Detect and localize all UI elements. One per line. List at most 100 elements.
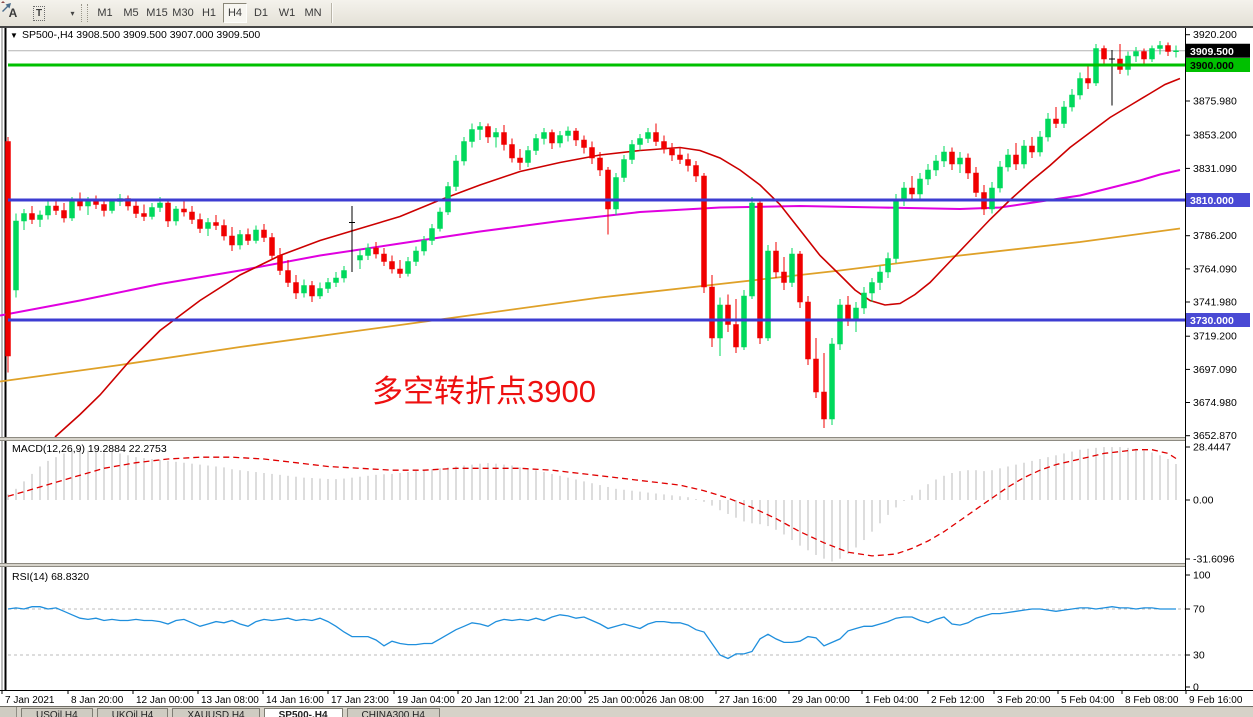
price-box-label: 3909.500 (1190, 46, 1234, 58)
candle-body (45, 205, 51, 216)
candle-body (773, 250, 779, 273)
candle-body (605, 169, 611, 210)
candle-body (469, 129, 475, 142)
candle-body (1125, 55, 1131, 70)
annotation-text: 多空转折点3900 (372, 374, 596, 409)
chart-tab-sp500-[interactable]: SP500-,H4 (263, 708, 343, 717)
price-box-label: 3810.000 (1190, 195, 1234, 207)
candle-body (901, 187, 907, 201)
arrows-tool-button[interactable]: ▾ (1, 1, 77, 23)
macd-pane: MACD(12,26,9) 19.2884 22.2753 (7, 443, 1177, 562)
date-axis-label: 8 Feb 08:00 (1125, 695, 1179, 706)
pane-splitters (0, 437, 1253, 567)
label-tool-icon: A (8, 6, 18, 20)
price-axis-label: 30 (1193, 650, 1205, 662)
candle-body (437, 211, 443, 229)
candle-body (933, 160, 939, 171)
candle-body (629, 144, 635, 160)
splitter-macd[interactable] (0, 437, 1253, 441)
candle-body (621, 159, 627, 178)
candle-body (293, 282, 299, 294)
chart-tab-xauusd[interactable]: XAUUSD,H4 (172, 708, 260, 717)
candle-body (101, 204, 107, 211)
candle-body (165, 202, 171, 222)
candle-body (341, 270, 347, 279)
timeframe-button-d1[interactable]: D1 (253, 7, 269, 19)
chart-tab-ukoil[interactable]: UKOil,H4 (96, 708, 169, 717)
candle-body (373, 247, 379, 255)
candle-body (205, 222, 211, 229)
arrows-tool-icon (1, 1, 68, 20)
candle-body (797, 253, 803, 303)
candle-body (613, 177, 619, 210)
timeframe-button-m30[interactable]: M30 (172, 7, 194, 19)
candle-body (1061, 106, 1067, 124)
date-axis-label: 17 Jan 23:00 (331, 695, 389, 706)
candle-body (21, 213, 27, 222)
candle-body (693, 165, 699, 177)
candle-body (213, 222, 219, 226)
date-axis-label: 1 Feb 04:00 (865, 695, 919, 706)
candle-body (5, 141, 11, 357)
collapse-pane-icon[interactable]: ▼ (10, 31, 18, 40)
candle-body (573, 130, 579, 141)
timeframe-button-m1[interactable]: M1 (97, 7, 113, 19)
candle-body (1053, 118, 1059, 124)
date-axis-label: 20 Jan 12:00 (461, 695, 519, 706)
candle-body (1021, 145, 1027, 165)
timeframe-button-w1[interactable]: W1 (278, 7, 296, 19)
candle-body (1133, 51, 1139, 57)
label-tool-button[interactable]: A (1, 3, 25, 23)
date-axis-label: 29 Jan 00:00 (792, 695, 850, 706)
timeframe-button-m5[interactable]: M5 (123, 7, 139, 19)
candle-body (421, 240, 427, 252)
textbox-tool-button[interactable]: T (27, 3, 51, 23)
candle-body (677, 154, 683, 160)
candle-body (309, 285, 315, 297)
annotation: 多空转折点3900 (372, 374, 596, 409)
price-axis-label: 28.4447 (1193, 442, 1231, 454)
arrows-tool-caret-icon[interactable]: ▾ (70, 8, 75, 18)
candle-body (285, 270, 291, 283)
timeframe-group: M1 M5 M15 M30 H1 H4 D1 W1 MN (92, 3, 326, 23)
chart-tab-bar: USOil,H4 UKOil,H4 XAUUSD,H4 SP500-,H4 CHINA3… (0, 706, 1253, 717)
candle-body (429, 228, 435, 241)
price-box (1186, 43, 1250, 58)
date-axis-label: 12 Jan 00:00 (136, 695, 194, 706)
macd-label: MACD(12,26,9) 19.2884 22.2753 (12, 443, 167, 455)
timeframe-button-h4[interactable]: H4 (223, 3, 247, 23)
candle-body (157, 202, 163, 208)
candle-body (237, 234, 243, 246)
price-axis-label: 0.00 (1193, 495, 1214, 507)
candle-body (565, 130, 571, 136)
candle-body (821, 391, 827, 420)
candle-body (37, 214, 43, 220)
chart-tab-china300[interactable]: CHINA300,H4 (346, 708, 440, 717)
splitter-rsi[interactable] (0, 563, 1253, 567)
candle-body (789, 253, 795, 283)
candle-body (501, 132, 507, 145)
candle-body (685, 159, 691, 166)
price-axis-label: 3741.980 (1193, 297, 1237, 309)
candle-body (69, 199, 75, 219)
candle-body (829, 343, 835, 420)
candle-body (405, 261, 411, 274)
candle-body (533, 138, 539, 151)
date-axis-label: 8 Jan 20:00 (71, 695, 124, 706)
candle-body (381, 253, 387, 262)
candle-body (997, 166, 1003, 189)
timeframe-button-mn[interactable]: MN (304, 7, 322, 19)
price-axis-label: 3674.980 (1193, 397, 1237, 409)
candle-body (917, 178, 923, 195)
ma-red (54, 77, 1181, 438)
timeframe-button-h1[interactable]: H1 (201, 7, 217, 19)
candle-body (701, 175, 707, 288)
level-lines (8, 63, 1185, 322)
candle-body (909, 187, 915, 195)
price-axis-label: 0 (1193, 682, 1199, 694)
price-axis-label: 3831.090 (1193, 163, 1237, 175)
chart-tab-usoil[interactable]: USOil,H4 (21, 708, 93, 717)
candle-body (749, 202, 755, 297)
timeframe-button-m15[interactable]: M15 (146, 7, 168, 19)
